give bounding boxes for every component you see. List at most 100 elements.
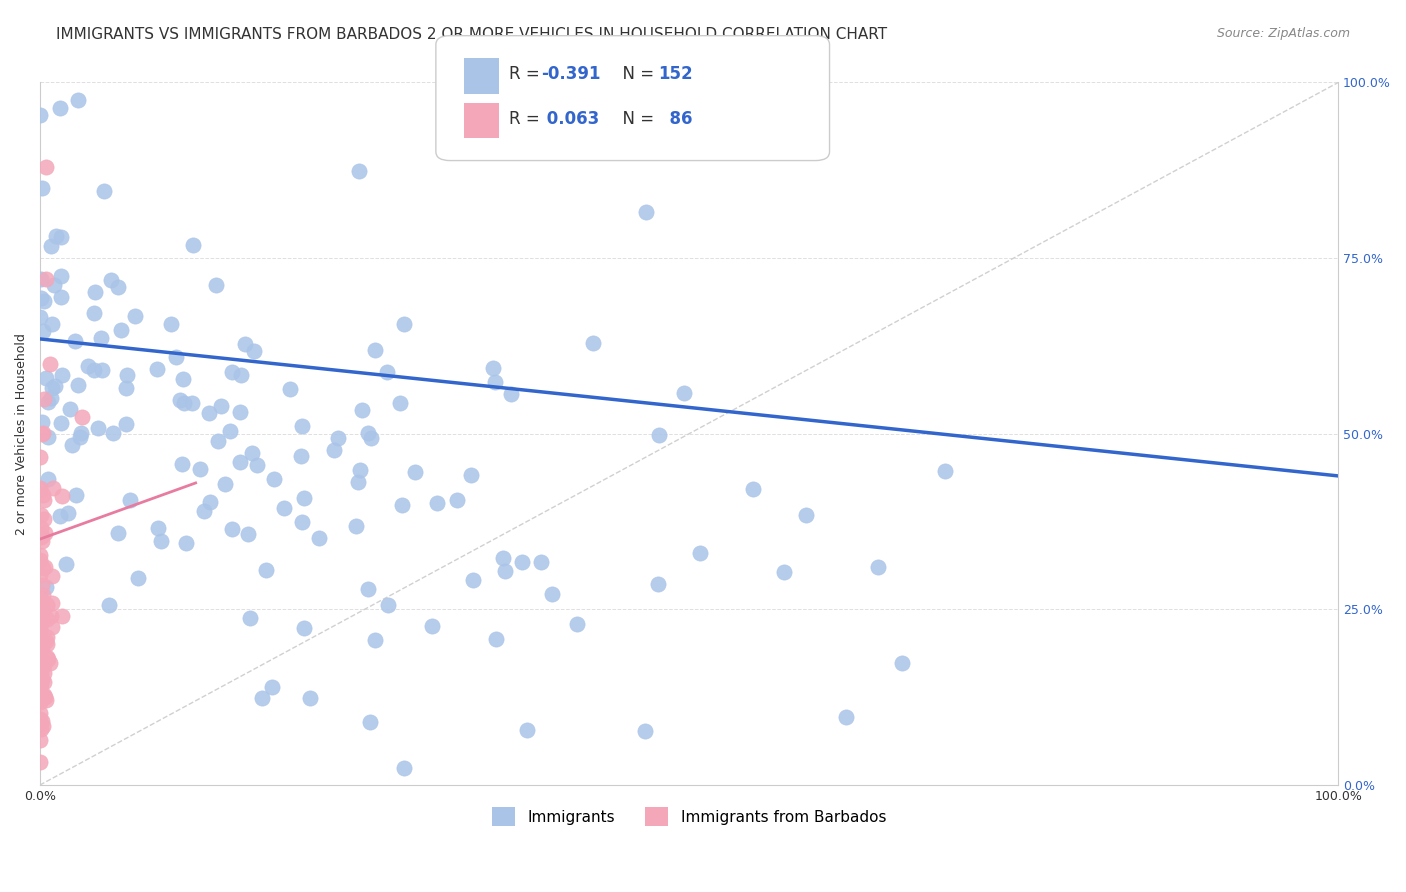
- Immigrants from Barbados: [30, 691, 52, 706]
- Immigrants from Barbados: [39, 357, 62, 371]
- Immigrants: [460, 467, 482, 482]
- Immigrants: [51, 368, 73, 382]
- Immigrants from Barbados: [31, 714, 53, 728]
- Immigrants: [115, 417, 138, 431]
- Immigrants: [347, 164, 370, 178]
- Immigrants from Barbados: [32, 488, 55, 502]
- Immigrants: [39, 391, 62, 405]
- Immigrants from Barbados: [28, 605, 51, 619]
- Immigrants from Barbados: [32, 560, 55, 574]
- Immigrants from Barbados: [28, 716, 51, 731]
- Immigrants from Barbados: [30, 521, 52, 535]
- Immigrants: [69, 430, 91, 444]
- Immigrants: [299, 691, 322, 706]
- Immigrants: [204, 277, 226, 292]
- Immigrants: [236, 527, 259, 541]
- Immigrants: [120, 492, 142, 507]
- Immigrants: [101, 425, 124, 440]
- Immigrants from Barbados: [32, 493, 55, 508]
- Immigrants from Barbados: [41, 620, 63, 634]
- Immigrants from Barbados: [30, 666, 52, 681]
- Text: N =: N =: [612, 65, 659, 83]
- Immigrants from Barbados: [28, 623, 51, 637]
- Immigrants from Barbados: [28, 680, 51, 694]
- Immigrants from Barbados: [37, 652, 59, 666]
- Immigrants: [364, 343, 387, 357]
- Immigrants: [252, 691, 274, 706]
- Immigrants: [254, 564, 277, 578]
- Immigrants: [446, 492, 468, 507]
- Immigrants from Barbados: [37, 637, 59, 651]
- Immigrants: [273, 500, 295, 515]
- Immigrants from Barbados: [34, 559, 56, 574]
- Immigrants: [492, 551, 515, 566]
- Immigrants: [350, 403, 373, 417]
- Immigrants from Barbados: [28, 695, 51, 709]
- Immigrants: [377, 598, 399, 612]
- Immigrants from Barbados: [35, 160, 58, 174]
- Immigrants: [291, 419, 314, 434]
- Immigrants: [31, 181, 53, 195]
- Immigrants: [229, 455, 252, 469]
- Immigrants from Barbados: [28, 654, 51, 668]
- Immigrants: [375, 365, 398, 379]
- Immigrants: [634, 205, 657, 219]
- Immigrants: [146, 362, 169, 376]
- Immigrants: [65, 488, 87, 502]
- Immigrants: [292, 491, 315, 506]
- Immigrants from Barbados: [30, 604, 52, 618]
- Immigrants from Barbados: [28, 619, 51, 633]
- Immigrants from Barbados: [28, 483, 51, 497]
- Immigrants: [30, 291, 52, 305]
- Immigrants: [794, 508, 817, 522]
- Immigrants: [648, 427, 671, 442]
- Immigrants: [291, 516, 314, 530]
- Immigrants from Barbados: [31, 578, 53, 592]
- Immigrants from Barbados: [41, 596, 63, 610]
- Immigrants from Barbados: [32, 512, 55, 526]
- Immigrants from Barbados: [30, 676, 52, 690]
- Immigrants: [37, 472, 59, 486]
- Immigrants: [243, 343, 266, 358]
- Immigrants: [240, 446, 263, 460]
- Immigrants from Barbados: [37, 611, 59, 625]
- Immigrants from Barbados: [31, 640, 53, 654]
- Immigrants: [364, 633, 387, 648]
- Immigrants: [463, 573, 485, 587]
- Immigrants: [484, 375, 506, 389]
- Immigrants: [263, 472, 285, 486]
- Immigrants: [391, 498, 413, 512]
- Immigrants: [357, 582, 380, 596]
- Immigrants from Barbados: [31, 593, 53, 607]
- Immigrants: [647, 577, 669, 591]
- Immigrants: [181, 396, 204, 410]
- Immigrants from Barbados: [30, 609, 52, 624]
- Immigrants: [308, 531, 330, 545]
- Text: -0.391: -0.391: [541, 65, 600, 83]
- Immigrants: [866, 559, 889, 574]
- Immigrants from Barbados: [32, 719, 55, 733]
- Immigrants from Barbados: [41, 608, 63, 623]
- Immigrants: [69, 425, 91, 440]
- Immigrants: [165, 350, 187, 364]
- Immigrants from Barbados: [42, 481, 65, 495]
- Text: R =: R =: [509, 110, 546, 128]
- Immigrants: [290, 450, 312, 464]
- Immigrants from Barbados: [32, 658, 55, 673]
- Immigrants from Barbados: [28, 712, 51, 726]
- Legend: Immigrants, Immigrants from Barbados: Immigrants, Immigrants from Barbados: [485, 800, 894, 834]
- Immigrants: [567, 617, 589, 632]
- Immigrants from Barbados: [31, 528, 53, 542]
- Immigrants from Barbados: [32, 392, 55, 406]
- Immigrants from Barbados: [28, 636, 51, 650]
- Immigrants: [28, 108, 51, 122]
- Immigrants: [49, 269, 72, 284]
- Immigrants: [44, 379, 66, 393]
- Immigrants: [107, 525, 129, 540]
- Immigrants from Barbados: [28, 755, 51, 769]
- Immigrants from Barbados: [30, 678, 52, 692]
- Immigrants: [67, 93, 90, 107]
- Immigrants: [231, 368, 253, 382]
- Immigrants: [207, 434, 229, 448]
- Immigrants: [328, 431, 350, 445]
